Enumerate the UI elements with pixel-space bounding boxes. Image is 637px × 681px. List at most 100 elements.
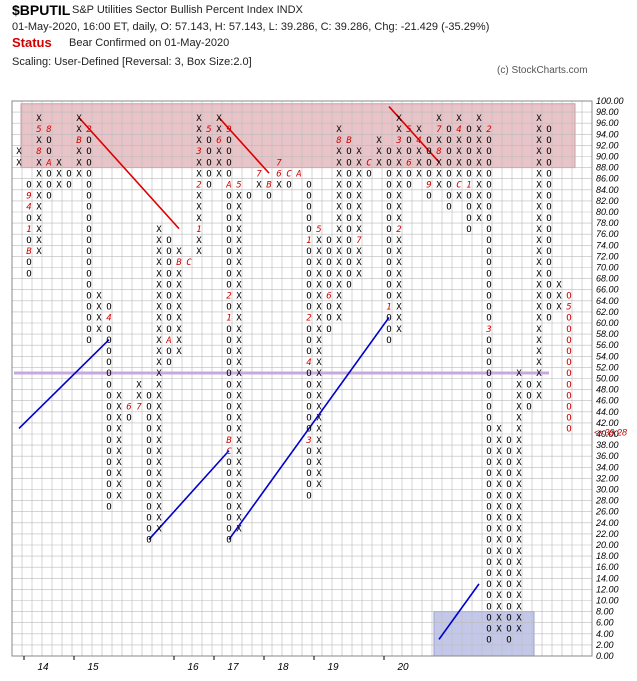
o-box: O [226, 269, 231, 279]
o-box: O [106, 414, 111, 424]
o-box: O [146, 425, 151, 435]
o-box: O [226, 525, 231, 535]
x-box: X [236, 225, 242, 235]
o-box: O [386, 314, 391, 324]
x-box: X [396, 203, 402, 213]
o-box: O [86, 291, 91, 301]
o-box: O [566, 425, 571, 435]
o-box: O [486, 291, 491, 301]
x-box: X [36, 180, 42, 190]
x-box: X [476, 125, 482, 135]
o-box: O [306, 469, 311, 479]
x-box: X [316, 402, 322, 412]
month-marker: A [45, 158, 51, 168]
x-box: X [196, 192, 202, 202]
y-tick-label: 74.00 [596, 240, 619, 250]
month-marker: C [186, 258, 192, 268]
o-box: O [486, 214, 491, 224]
month-marker: B [266, 180, 272, 190]
o-box: O [26, 258, 31, 268]
o-box: O [406, 180, 411, 190]
x-box: X [536, 347, 542, 357]
x-box: X [356, 192, 362, 202]
o-box: O [106, 402, 111, 412]
month-marker: 4 [456, 125, 461, 135]
x-box: X [116, 458, 122, 468]
o-box: O [146, 525, 151, 535]
o-box: O [86, 236, 91, 246]
month-marker: C [286, 169, 292, 179]
x-box: X [236, 369, 242, 379]
o-box: O [46, 169, 51, 179]
x-box: X [536, 291, 542, 301]
x-box: X [356, 269, 362, 279]
o-box: O [86, 192, 91, 202]
o-box: O [106, 502, 111, 512]
y-tick-label: 38.00 [596, 440, 619, 450]
o-box: O [86, 147, 91, 157]
o-box: O [46, 180, 51, 190]
x-box: X [496, 558, 502, 568]
x-box: X [396, 325, 402, 335]
o-box: O [506, 491, 511, 501]
o-box: O [86, 136, 91, 146]
o-box: O [326, 258, 331, 268]
o-box: O [346, 269, 351, 279]
y-tick-label: 42.00 [596, 418, 619, 428]
copyright-notice: (c) StockCharts.com [497, 65, 588, 76]
x-box: X [156, 291, 162, 301]
o-box: O [466, 203, 471, 213]
y-tick-label: 98.00 [596, 107, 619, 117]
month-marker: 6 [406, 158, 411, 168]
o-box: O [26, 180, 31, 190]
o-box: O [486, 436, 491, 446]
x-box: X [236, 236, 242, 246]
x-box: X [336, 125, 342, 135]
x-box: X [336, 280, 342, 290]
x-box: X [416, 169, 422, 179]
x-box: X [556, 291, 562, 301]
o-box: O [86, 180, 91, 190]
o-box: O [166, 347, 171, 357]
o-box: O [226, 480, 231, 490]
x-box: X [516, 613, 522, 623]
o-box: O [486, 536, 491, 546]
x-box: X [176, 291, 182, 301]
x-box: X [196, 125, 202, 135]
o-box: O [226, 369, 231, 379]
x-box: X [456, 136, 462, 146]
y-tick-label: 40.00 [596, 429, 619, 439]
o-box: O [546, 125, 551, 135]
x-box: X [536, 225, 542, 235]
y-tick-label: 48.00 [596, 385, 619, 395]
o-box: O [506, 536, 511, 546]
o-box: O [346, 180, 351, 190]
o-box: O [146, 414, 151, 424]
x-box: X [176, 303, 182, 313]
o-box: O [486, 624, 491, 634]
x-box: X [236, 192, 242, 202]
x-box: X [536, 136, 542, 146]
o-box: O [306, 369, 311, 379]
o-box: O [486, 425, 491, 435]
month-marker: B [26, 247, 32, 257]
o-box: O [566, 314, 571, 324]
y-tick-label: 82.00 [596, 196, 619, 206]
grid-layer [11, 100, 593, 657]
month-marker: 2 [86, 125, 91, 135]
o-box: O [486, 502, 491, 512]
x-box: X [536, 269, 542, 279]
y-tick-label: 52.00 [596, 362, 619, 372]
month-marker: 5 [566, 303, 571, 313]
o-box: O [326, 236, 331, 246]
x-box: X [116, 402, 122, 412]
o-box: O [386, 147, 391, 157]
x-box: X [236, 469, 242, 479]
x-box: X [376, 136, 382, 146]
x-box: X [416, 125, 422, 135]
o-box: O [486, 192, 491, 202]
y-tick-label: 68.00 [596, 274, 619, 284]
x-box: X [236, 491, 242, 501]
x-box: X [236, 480, 242, 490]
x-box: X [496, 624, 502, 634]
